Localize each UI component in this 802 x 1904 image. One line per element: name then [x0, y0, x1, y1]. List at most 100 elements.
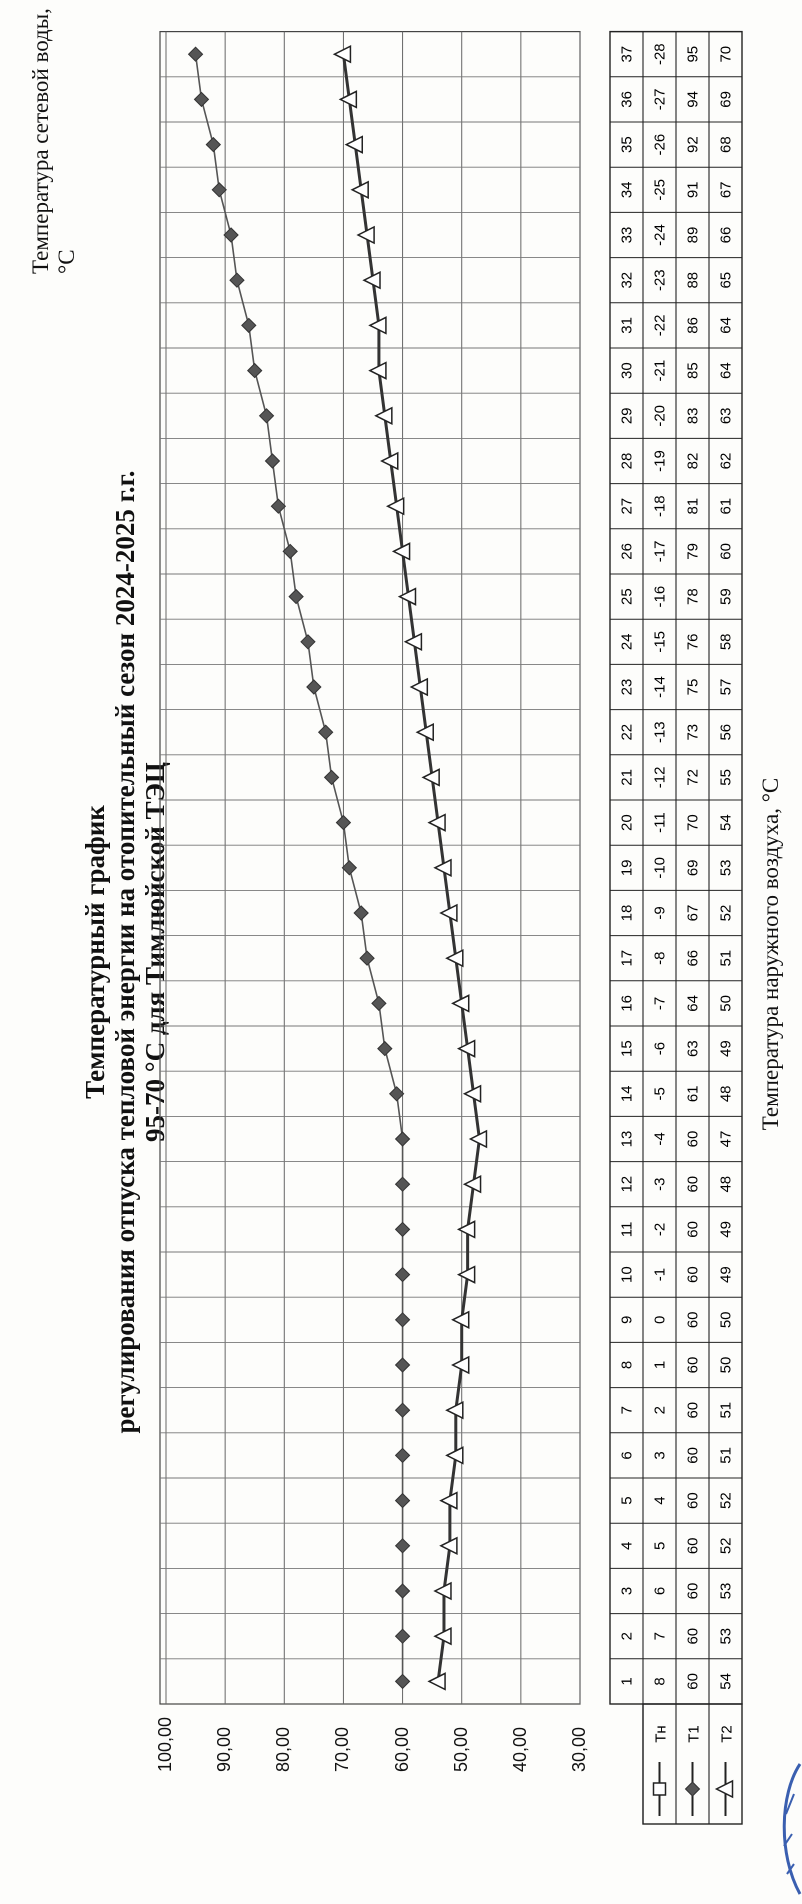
- table-cell-value: 57: [718, 679, 735, 696]
- data-point: [368, 316, 387, 335]
- table-cell-value: 60: [685, 1447, 702, 1464]
- data-point: [223, 227, 239, 243]
- data-point: [258, 408, 275, 424]
- table-cell-value: 61: [718, 498, 735, 515]
- data-point: [403, 632, 423, 652]
- x-tick-label: 7: [619, 1406, 636, 1414]
- table-cell-value: 60: [685, 1583, 702, 1600]
- data-point: [385, 496, 405, 516]
- table-cell-value: 60: [685, 1492, 702, 1509]
- x-tick-label: 29: [619, 407, 636, 424]
- data-point: [439, 903, 458, 923]
- data-point: [341, 860, 358, 876]
- data-point: [394, 1492, 411, 1509]
- data-point: [433, 1581, 452, 1601]
- data-point: [247, 362, 263, 379]
- table-cell-value: 60: [685, 1673, 702, 1690]
- table-cell-value: 48: [718, 1176, 735, 1193]
- table-cell-value: -11: [652, 812, 669, 833]
- table-cell-value: 70: [718, 46, 735, 63]
- x-tick-label: 3: [619, 1587, 636, 1595]
- data-point: [439, 1491, 458, 1510]
- table-cell-value: 60: [685, 1131, 702, 1148]
- x-tick-label: 5: [619, 1496, 636, 1504]
- data-point: [380, 451, 399, 471]
- x-tick-label: 10: [619, 1266, 636, 1283]
- table-cell-value: 79: [685, 543, 702, 560]
- table-cell-value: 51: [718, 950, 735, 967]
- x-tick-label: 18: [619, 905, 636, 922]
- table-cell-value: 82: [685, 453, 702, 470]
- data-point: [427, 813, 446, 832]
- data-point: [394, 1176, 411, 1192]
- table-cell-value: 73: [685, 724, 702, 741]
- table-cell-value: 60: [685, 1221, 702, 1238]
- table-cell-value: 60: [685, 1176, 702, 1193]
- x-tick-label: 17: [619, 950, 636, 967]
- table-cell-value: 92: [685, 136, 702, 153]
- data-point: [187, 46, 204, 62]
- table-cell-value: 72: [685, 769, 702, 786]
- table-cell-value: 52: [718, 905, 735, 922]
- x-tick-label: 37: [619, 46, 636, 63]
- data-point: [374, 406, 393, 426]
- table-cell-value: 63: [685, 1040, 702, 1057]
- table-cell-value: 69: [718, 91, 735, 108]
- table-cell-value: 64: [718, 362, 735, 379]
- data-point: [433, 1626, 452, 1646]
- table-cell-value: -19: [652, 450, 669, 472]
- table-cell-value: 51: [718, 1447, 735, 1464]
- table-cell-value: 49: [718, 1221, 735, 1238]
- legend-marker: [652, 1782, 667, 1796]
- table-cell-value: 52: [718, 1537, 735, 1554]
- table-cell-value: 60: [718, 543, 735, 560]
- data-point: [391, 542, 411, 561]
- x-tick-label: 36: [619, 91, 636, 108]
- table-cell-value: -15: [652, 631, 669, 653]
- table-cell-value: 60: [685, 1628, 702, 1645]
- data-point: [394, 1357, 411, 1373]
- data-point: [451, 1310, 470, 1330]
- data-point: [445, 1400, 464, 1420]
- data-point: [270, 498, 287, 514]
- table-cell-value: 49: [718, 1266, 735, 1283]
- data-point: [205, 136, 222, 153]
- data-point: [338, 90, 358, 109]
- data-point: [445, 1446, 464, 1465]
- table-cell-value: 1: [652, 1361, 669, 1369]
- data-point: [323, 769, 340, 786]
- table-cell-value: -4: [652, 1132, 669, 1145]
- table-cell-value: 86: [685, 317, 702, 334]
- table-cell-value: -8: [652, 952, 669, 965]
- stamp-fragment: [782, 1763, 802, 1895]
- table-cell-value: 85: [685, 362, 702, 379]
- table-cell-value: -12: [652, 767, 669, 789]
- data-point: [300, 634, 316, 650]
- table-cell-value: -3: [652, 1178, 669, 1191]
- data-point: [359, 950, 375, 966]
- table-cell-value: 67: [685, 905, 702, 922]
- table-cell-value: 53: [718, 1628, 735, 1645]
- table-cell-value: 66: [685, 950, 702, 967]
- data-point: [350, 180, 369, 200]
- legend-marker: [684, 1781, 701, 1797]
- data-point: [451, 1355, 470, 1375]
- table-cell-value: 60: [685, 1402, 702, 1419]
- legend-marker: [714, 1779, 734, 1799]
- table-cell-value: -27: [652, 89, 669, 111]
- table-cell-value: 69: [685, 859, 702, 876]
- table-cell-value: -20: [652, 405, 669, 427]
- table-cell-value: 58: [718, 633, 735, 650]
- data-point: [456, 1220, 476, 1239]
- x-tick-label: 24: [619, 633, 636, 650]
- data-point: [394, 1402, 411, 1418]
- table-cell-value: -18: [652, 495, 669, 517]
- data-point: [456, 1039, 476, 1058]
- data-point: [264, 453, 281, 469]
- data-point: [241, 317, 257, 334]
- table-cell-value: 60: [685, 1311, 702, 1328]
- legend-label: Тн: [653, 1725, 670, 1742]
- table-cell-value: 53: [718, 1583, 735, 1600]
